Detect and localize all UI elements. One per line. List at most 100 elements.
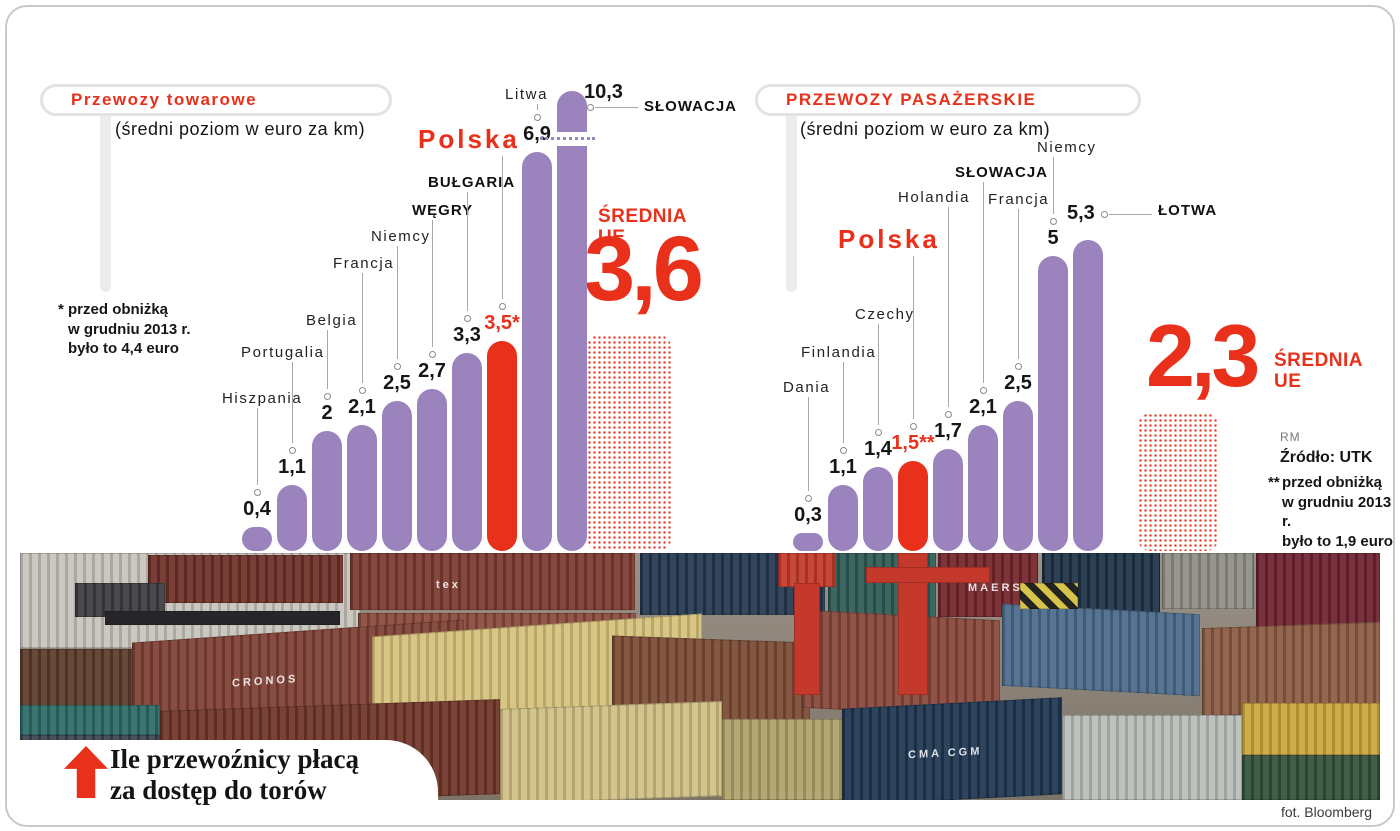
container-block (1002, 603, 1200, 697)
headline-title: Ile przewoźnicy płacą za dostęp do torów (110, 744, 359, 807)
leader-dot-niemcy (1049, 218, 1057, 225)
leader-dot-belgia (323, 393, 331, 400)
bar-holandia (933, 449, 963, 551)
bar-francja (347, 425, 377, 551)
bar--otwa (1073, 239, 1103, 551)
container-block: tex (350, 553, 635, 610)
country-label-dania: Dania (783, 379, 831, 396)
bar-niemcy (1038, 256, 1068, 551)
country-label-czechy: Czechy (855, 306, 915, 323)
value-label-czechy: 1,4 (864, 438, 892, 460)
bar-finlandia (828, 485, 858, 551)
country-label-francja: Francja (988, 191, 1050, 208)
freight-eu-average-bar (587, 335, 671, 551)
passenger-footnote-line1: przed obniżką (1282, 474, 1383, 491)
value-label-portugalia: 1,1 (278, 456, 306, 478)
country-label-portugalia: Portugalia (241, 344, 325, 361)
leader-line--otwa (1109, 213, 1152, 215)
freight-footnote-line3: było to 4,4 euro (68, 340, 179, 357)
country-label-polska: Polska (418, 124, 520, 154)
container-block (866, 567, 990, 583)
axis-break-line-s-owacja (540, 137, 595, 140)
leader-line-francja (1018, 209, 1019, 359)
container-block (1202, 621, 1380, 717)
leader-dot-portugalia (288, 447, 296, 454)
freight-footnote-line1: przed obniżką (68, 301, 169, 318)
bar-francja (1003, 401, 1033, 551)
passenger-subtitle: (średni poziom w euro za km) (800, 119, 1051, 139)
leader-line-litwa (537, 104, 538, 110)
leader-dot-w-gry (428, 351, 436, 358)
leader-line-portugalia (292, 362, 293, 443)
bar-czechy (863, 467, 893, 551)
country-label-hiszpania: Hiszpania (222, 390, 303, 407)
leader-line-w-gry (432, 220, 433, 347)
container-brand-text: CMA CGM (908, 745, 983, 762)
freight-footnote: * przed obniżką w grudniu 2013 r. było t… (58, 300, 191, 359)
source-label: Źródło: UTK (1280, 449, 1373, 466)
country-label-s-owacja: SŁOWACJA (644, 98, 738, 115)
container-brand-text: MAERSK (968, 582, 1034, 594)
leader-dot-francja (1014, 363, 1022, 370)
container-block (794, 583, 820, 695)
leader-dot-finlandia (839, 447, 847, 454)
leader-dot--otwa (1101, 210, 1108, 218)
value-label-belgia: 2 (321, 402, 333, 424)
leader-dot-s-owacja (979, 387, 987, 394)
container-block: CMA CGM (842, 697, 1062, 800)
leader-dot-polska (498, 303, 506, 310)
leader-dot-polska (909, 423, 917, 430)
bar-portugalia (277, 485, 307, 551)
value-label-francja: 2,5 (1004, 372, 1032, 394)
value-label-polska: 1,5** (891, 432, 935, 454)
leader-line-finlandia (843, 362, 844, 443)
container-block (105, 611, 340, 625)
freight-pill-connector (100, 112, 111, 292)
bar-niemcy (382, 401, 412, 551)
leader-line-belgia (327, 330, 328, 389)
leader-line-holandia (948, 207, 949, 407)
container-block (500, 701, 722, 800)
freight-title-pill: Przewozy towarowe (40, 84, 392, 116)
hazard-stripe-block (1020, 583, 1078, 609)
photo-credit: fot. Bloomberg (1280, 804, 1372, 820)
leader-line-s-owacja (595, 107, 638, 108)
value-label-w-gry: 2,7 (418, 360, 446, 382)
headline-line2: za dostęp do torów (110, 775, 327, 806)
value-label-s-owacja: 2,1 (969, 396, 997, 418)
freight-footnote-marker: * (58, 301, 64, 318)
bar-litwa (522, 151, 552, 551)
passenger-footnote-line2: w grudniu 2013 r. (1282, 493, 1392, 531)
passenger-eu-average-bar (1138, 413, 1218, 551)
country-label-s-owacja: SŁOWACJA (955, 164, 1049, 181)
freight-eu-average-label: ŚREDNIA UE (598, 206, 687, 249)
freight-footnote-line2: w grudniu 2013 r. (68, 320, 191, 338)
leader-dot-francja (358, 387, 366, 394)
freight-title: Przewozy towarowe (71, 90, 258, 109)
bar-s-owacja (557, 91, 587, 551)
bar-hiszpania (242, 527, 272, 551)
bar-polska (487, 341, 517, 551)
leader-line-polska (502, 156, 503, 299)
value-label-niemcy: 5 (1047, 227, 1059, 249)
country-label-belgia: Belgia (306, 312, 358, 329)
passenger-title-pill: PRZEWOZY PASAŻERSKIE (755, 84, 1141, 116)
leader-line-bu-garia (467, 192, 468, 311)
bar-dania (793, 533, 823, 551)
freight-eu-average-value: 3,6 (584, 218, 704, 320)
value-label-hiszpania: 0,4 (243, 498, 271, 520)
country-label-bu-garia: BUŁGARIA (428, 174, 516, 191)
passenger-title: PRZEWOZY PASAŻERSKIE (786, 90, 1037, 109)
bar-bu-garia (452, 353, 482, 551)
country-label-francja: Francja (333, 255, 395, 272)
value-label-s-owacja: 10,3 (584, 81, 623, 103)
country-label-w-gry: WĘGRY (412, 202, 474, 219)
leader-line-niemcy (397, 246, 398, 359)
headline-line1: Ile przewoźnicy płacą (110, 744, 359, 774)
container-block (1242, 755, 1380, 800)
container-brand-text: tex (436, 579, 461, 591)
country-label-holandia: Holandia (898, 189, 971, 206)
country-label-niemcy: Niemcy (1037, 139, 1097, 156)
value-label-finlandia: 1,1 (829, 456, 857, 478)
leader-line-polska (913, 256, 914, 419)
